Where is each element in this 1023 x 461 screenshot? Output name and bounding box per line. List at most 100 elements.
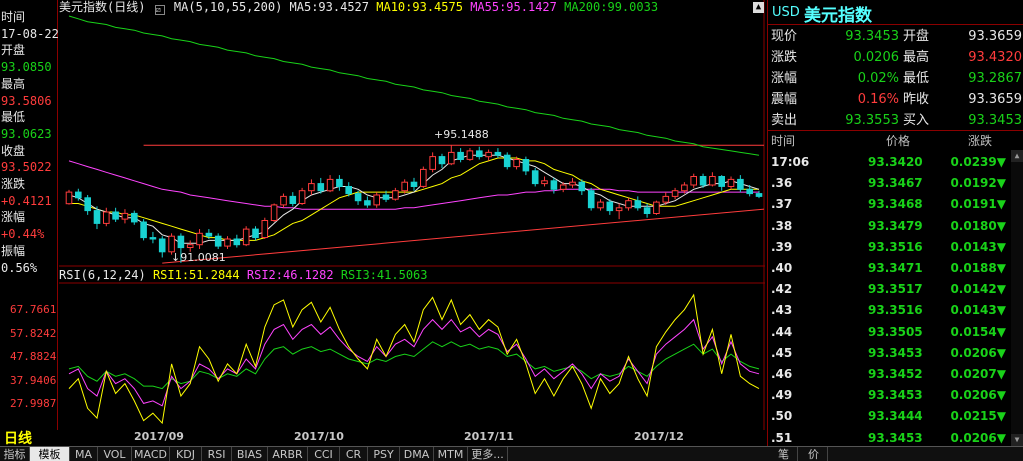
tick-change: 0.0239▼: [950, 155, 1006, 169]
tick-change: 0.0215▼: [950, 409, 1006, 424]
tick-change: 0.0207▼: [950, 367, 1006, 381]
quote-label: 震幅: [771, 92, 798, 107]
indicator-tab[interactable]: RSI: [202, 447, 232, 461]
date-axis-label: 2017/10: [294, 430, 344, 443]
support-trendline: [162, 208, 765, 264]
tick-time: .38: [771, 218, 793, 233]
tick-time: .37: [771, 197, 793, 212]
tick-row: .44 93.3505 0.0154▼: [768, 321, 1008, 344]
date-axis-label: 2017/12: [634, 430, 684, 443]
indicator-tab[interactable]: CCI: [308, 447, 340, 461]
candle-body: [559, 184, 567, 190]
tick-price: 93.3505: [868, 324, 923, 339]
info-item: +0.44%: [1, 227, 45, 242]
quote-value: 0.16%: [857, 92, 899, 107]
tick-time: .39: [771, 239, 793, 254]
quote-label: 现价: [771, 29, 798, 44]
indicator-tab[interactable]: MTM: [434, 447, 468, 461]
candle-body: [224, 238, 231, 247]
candle-body: [149, 237, 157, 240]
candle-body: [261, 220, 269, 238]
info-item: 93.0623: [1, 126, 52, 141]
quote-tab[interactable]: 笔: [770, 447, 798, 461]
quote-label: 最低: [903, 71, 930, 86]
tick-price: 93.3468: [868, 197, 923, 212]
indicator-tab[interactable]: MA: [70, 447, 98, 461]
candle-body: [699, 176, 707, 186]
candle-body: [84, 197, 91, 212]
info-item: 93.0850: [1, 60, 52, 75]
indicator-tab[interactable]: CR: [340, 447, 368, 461]
candle-body: [93, 210, 101, 224]
candle-body: [671, 190, 679, 197]
quote-value: 93.3659: [968, 29, 1022, 44]
candle-body: [587, 190, 595, 209]
tick-time: .36: [771, 176, 793, 191]
candle-body: [289, 195, 297, 204]
ma5-line: [68, 154, 760, 244]
info-item: 开盘: [1, 43, 26, 58]
info-item: 0.56%: [1, 260, 38, 275]
quote-tab[interactable]: 价: [800, 447, 828, 461]
main-chart-header: 美元指数(日线) ⧄ MA(5,10,55,200) MA5:93.4527 M…: [59, 0, 658, 15]
indicator-tab[interactable]: ARBR: [268, 447, 308, 461]
candle-body: [158, 238, 166, 253]
period-low-label: ↓91.0081: [171, 251, 226, 264]
candle-body: [345, 186, 352, 195]
ma-legend-icon[interactable]: ⧄: [154, 5, 165, 15]
tick-row: .38 93.3479 0.0180▼: [768, 215, 1008, 238]
candle-body: [429, 156, 436, 170]
candle-body: [476, 150, 483, 158]
indicator-tab[interactable]: DMA: [400, 447, 434, 461]
indicator-tab[interactable]: VOL: [98, 447, 132, 461]
quote-prefix: USD: [772, 5, 800, 20]
tick-price: 93.3453: [868, 345, 923, 360]
candle-body: [410, 181, 418, 187]
rsi-axis-label: 57.8242: [10, 326, 57, 340]
tick-price: 93.3453: [868, 388, 923, 403]
rsi-params-label: RSI(6,12,24): [59, 268, 146, 282]
scroll-down-icon[interactable]: ▼: [1011, 434, 1023, 446]
info-item: +0.4121: [1, 193, 52, 208]
tick-scrollbar[interactable]: ▲ ▼: [1011, 150, 1023, 446]
tick-change: 0.0188▼: [950, 261, 1006, 275]
candle-body: [438, 156, 446, 165]
quote-label: 涨跌: [771, 50, 798, 65]
indicator-tab[interactable]: MACD: [132, 447, 170, 461]
candle-body: [737, 178, 744, 190]
indicator-tab[interactable]: BIAS: [232, 447, 268, 461]
tick-price: 93.3516: [868, 303, 923, 318]
tick-change: 0.0180▼: [950, 218, 1006, 233]
scroll-up-icon[interactable]: ▲: [1011, 150, 1023, 162]
indicator-tab[interactable]: 更多...: [468, 447, 508, 461]
candle-body: [578, 181, 586, 192]
info-item: 振幅: [1, 243, 26, 258]
tick-row: .39 93.3516 0.0143▼: [768, 236, 1008, 259]
quote-value: 93.3553: [845, 113, 899, 128]
candle-body: [634, 200, 642, 209]
tick-row: .40 93.3471 0.0188▼: [768, 257, 1008, 280]
tick-head-change: 涨跌: [968, 134, 993, 148]
indicator-tab[interactable]: KDJ: [170, 447, 202, 461]
tick-head-price: 价格: [886, 134, 911, 148]
date-axis: 2017/09 2017/10 2017/11 2017/12: [59, 430, 765, 446]
kline-chart-area[interactable]: 美元指数(日线) ⧄ MA(5,10,55,200) MA5:93.4527 M…: [59, 0, 765, 430]
tick-price: 93.3471: [868, 261, 923, 275]
rsi-axis-label: 67.7661: [10, 303, 57, 316]
period-label[interactable]: 日线: [4, 431, 32, 447]
indicator-tab[interactable]: 模板: [30, 447, 70, 461]
up-arrow-icon[interactable]: ▲: [753, 2, 764, 13]
tick-time: .44: [771, 324, 793, 339]
quote-row: 现价 93.3453 开盘 93.3659: [768, 26, 1023, 47]
rsi-axis-label: 37.9406: [10, 373, 57, 387]
info-item: 涨跌: [1, 177, 26, 191]
indicator-tab[interactable]: PSY: [368, 447, 400, 461]
quote-label: 开盘: [903, 29, 930, 44]
candle-body: [364, 200, 371, 206]
ma5-value: MA5:93.4527: [289, 0, 370, 14]
quote-value: 93.4320: [968, 50, 1022, 65]
quote-row: 涨跌 0.0206 最高 93.4320: [768, 47, 1023, 68]
indicator-tab[interactable]: 指标: [0, 447, 30, 461]
kline-chart-svg[interactable]: [59, 0, 765, 430]
quote-title-bar: USD 美元指数: [768, 0, 1023, 26]
